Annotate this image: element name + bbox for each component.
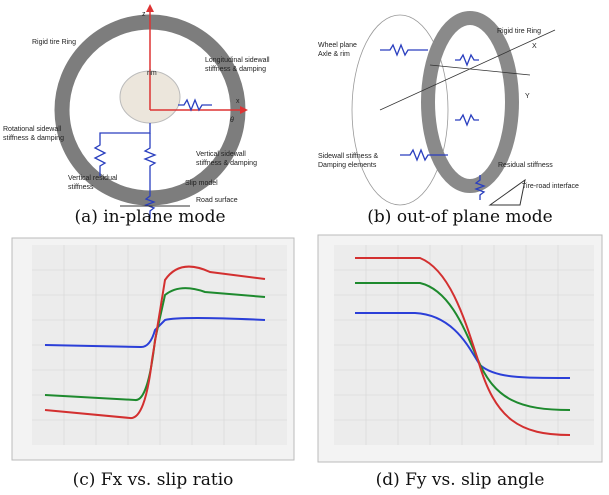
label: Wheel plane (318, 42, 357, 49)
label: Damping elements (318, 162, 377, 169)
label: stiffness & damping (196, 160, 257, 167)
caption: (d) Fy vs. slip angle (376, 470, 545, 490)
curve (44, 317, 266, 349)
label: rim (147, 70, 157, 77)
in-plane-diagram: z x θ Rigid tire Ring rim Longitudinal s… (3, 4, 270, 219)
caption: (a) in-plane mode (74, 207, 225, 227)
arrow (146, 4, 154, 12)
label: Longitudinal sidewall (205, 57, 270, 64)
label: Sidewall stiffness & (318, 153, 379, 160)
spring (380, 43, 428, 57)
label: Rigid tire Ring (497, 28, 541, 35)
fx-plot (11, 237, 295, 461)
label: stiffness & damping (205, 66, 266, 73)
label: X (532, 43, 537, 50)
caption: (b) out-of plane mode (367, 207, 552, 227)
spring (400, 148, 448, 162)
spring (144, 186, 156, 219)
label: Rigid tire Ring (32, 39, 76, 46)
axis (379, 29, 556, 111)
label: Slip model (185, 180, 218, 187)
label: Vertical residual (68, 175, 118, 182)
spring (455, 53, 479, 67)
label: z (142, 11, 146, 18)
curve (355, 257, 571, 436)
out-of-plane-diagram: Wheel plane Axle & rim Rigid tire Ring X… (318, 11, 579, 206)
spring (93, 123, 151, 176)
label: Tire-road interface (522, 183, 579, 190)
fy-plot (317, 234, 603, 463)
arrow (240, 106, 248, 114)
road (488, 178, 526, 206)
label: Axle & rim (318, 51, 350, 58)
label: Residual stiffness (498, 162, 553, 169)
label: Rotational sidewall (3, 126, 62, 133)
wheel-plane (351, 14, 449, 206)
label: x (236, 98, 240, 105)
grid (334, 245, 594, 445)
label: Vertical sidewall (196, 151, 246, 158)
label: stiffness & damping (3, 135, 64, 142)
axis (429, 64, 531, 76)
spring (143, 133, 157, 186)
tire-ring (421, 11, 519, 193)
label: θ (230, 117, 234, 124)
label: Y (525, 93, 530, 100)
label: Road surface (196, 197, 238, 204)
spring (455, 113, 479, 127)
caption: (c) Fx vs. slip ratio (73, 470, 234, 490)
spring (474, 175, 486, 200)
spring (178, 98, 212, 112)
label: stiffness (68, 184, 94, 191)
curve (44, 265, 266, 419)
